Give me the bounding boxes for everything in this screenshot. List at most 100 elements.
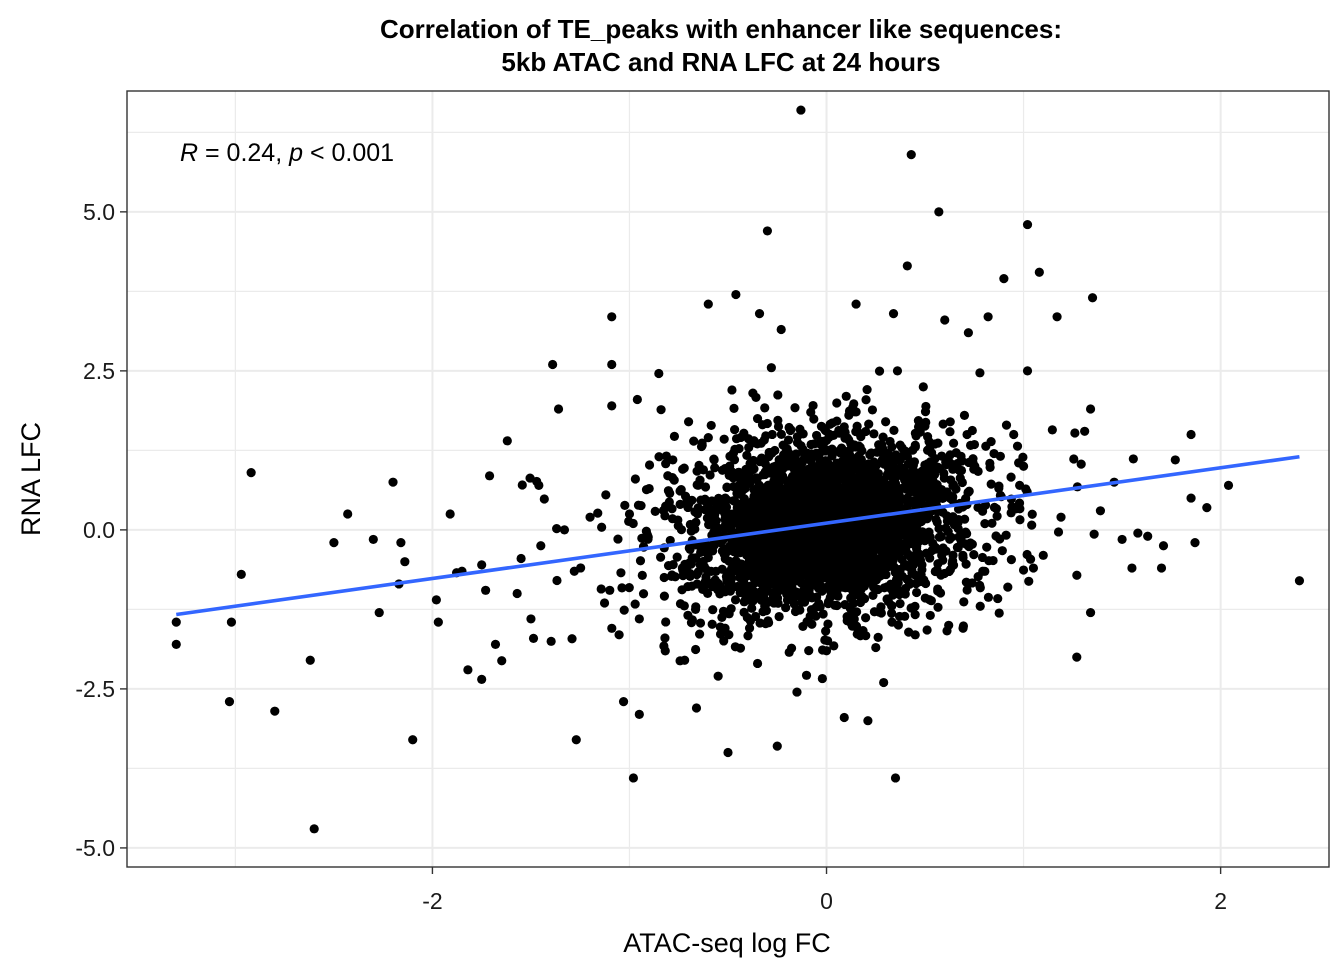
data-point [890, 567, 900, 577]
data-point [801, 670, 812, 680]
data-point [956, 465, 967, 476]
data-point [867, 405, 878, 415]
data-point [730, 595, 741, 605]
data-point [1006, 508, 1016, 518]
data-point [900, 560, 910, 570]
data-point [941, 523, 951, 533]
data-point [816, 541, 826, 552]
data-point [1133, 528, 1143, 538]
data-point [596, 584, 606, 594]
data-point [953, 518, 963, 528]
data-point [973, 571, 983, 582]
data-point [912, 587, 922, 598]
data-point [754, 547, 764, 557]
data-point [947, 558, 957, 569]
data-point [838, 554, 848, 564]
data-point [1070, 428, 1080, 438]
data-point [680, 491, 691, 501]
data-point [734, 516, 744, 526]
data-point [989, 448, 999, 459]
data-point [891, 487, 901, 498]
data-point [1143, 531, 1153, 541]
data-point [305, 655, 315, 665]
data-point [993, 593, 1003, 604]
data-point [917, 565, 927, 575]
data-point [832, 398, 842, 408]
data-point [953, 543, 963, 553]
data-point [962, 429, 972, 440]
data-point [837, 501, 847, 511]
data-point [961, 559, 971, 569]
data-point [1052, 312, 1062, 322]
data-point [761, 494, 771, 504]
data-point [892, 366, 903, 376]
data-point [770, 580, 780, 590]
data-point [836, 581, 846, 591]
data-point [743, 563, 753, 574]
data-point [997, 546, 1007, 556]
data-point [656, 405, 666, 415]
data-point [724, 630, 734, 640]
data-point [846, 504, 857, 514]
data-point [806, 439, 816, 450]
data-point [433, 617, 443, 627]
data-point [696, 495, 706, 505]
data-point [620, 500, 630, 510]
data-point [751, 488, 761, 498]
data-point [617, 583, 627, 593]
data-point [388, 477, 398, 487]
data-point [847, 531, 858, 541]
data-point [744, 623, 755, 633]
data-point [855, 545, 865, 555]
data-point [630, 474, 640, 484]
data-point [733, 503, 743, 514]
data-point [874, 366, 885, 376]
data-point [877, 440, 887, 450]
data-point [822, 636, 833, 646]
data-point [683, 610, 693, 620]
data-point [780, 510, 791, 520]
data-point [710, 463, 720, 473]
data-point [624, 582, 634, 593]
data-point [644, 460, 655, 470]
data-point [799, 483, 809, 494]
data-point [881, 553, 891, 564]
data-point [607, 359, 617, 370]
data-point [781, 445, 792, 456]
data-point [762, 582, 773, 592]
data-point [919, 492, 929, 502]
data-point [756, 438, 766, 448]
data-point [790, 506, 800, 516]
data-point [776, 324, 786, 335]
data-point [878, 432, 888, 442]
data-point [957, 531, 967, 541]
data-point [619, 605, 629, 615]
data-point [689, 436, 699, 446]
data-point [236, 569, 246, 580]
data-point [672, 552, 682, 562]
data-point [1053, 527, 1064, 537]
data-point [767, 588, 777, 598]
data-point [985, 462, 995, 472]
data-point [820, 467, 831, 477]
data-point [790, 606, 801, 617]
data-point [791, 449, 801, 459]
data-point [807, 575, 817, 586]
data-point [942, 511, 952, 521]
data-point [618, 697, 629, 707]
y-axis: -5.0 -2.5 0.0 2.5 5.0 [75, 199, 127, 861]
data-point [634, 614, 644, 624]
data-point [1095, 506, 1106, 516]
data-point [1089, 529, 1099, 539]
data-point [906, 150, 916, 160]
data-point [787, 583, 797, 593]
data-point [654, 368, 664, 379]
data-point [879, 677, 889, 688]
data-point [994, 483, 1004, 493]
data-point [922, 625, 932, 635]
data-point [776, 429, 786, 439]
data-point [628, 773, 639, 783]
data-point [804, 585, 814, 596]
data-point [1038, 550, 1048, 560]
